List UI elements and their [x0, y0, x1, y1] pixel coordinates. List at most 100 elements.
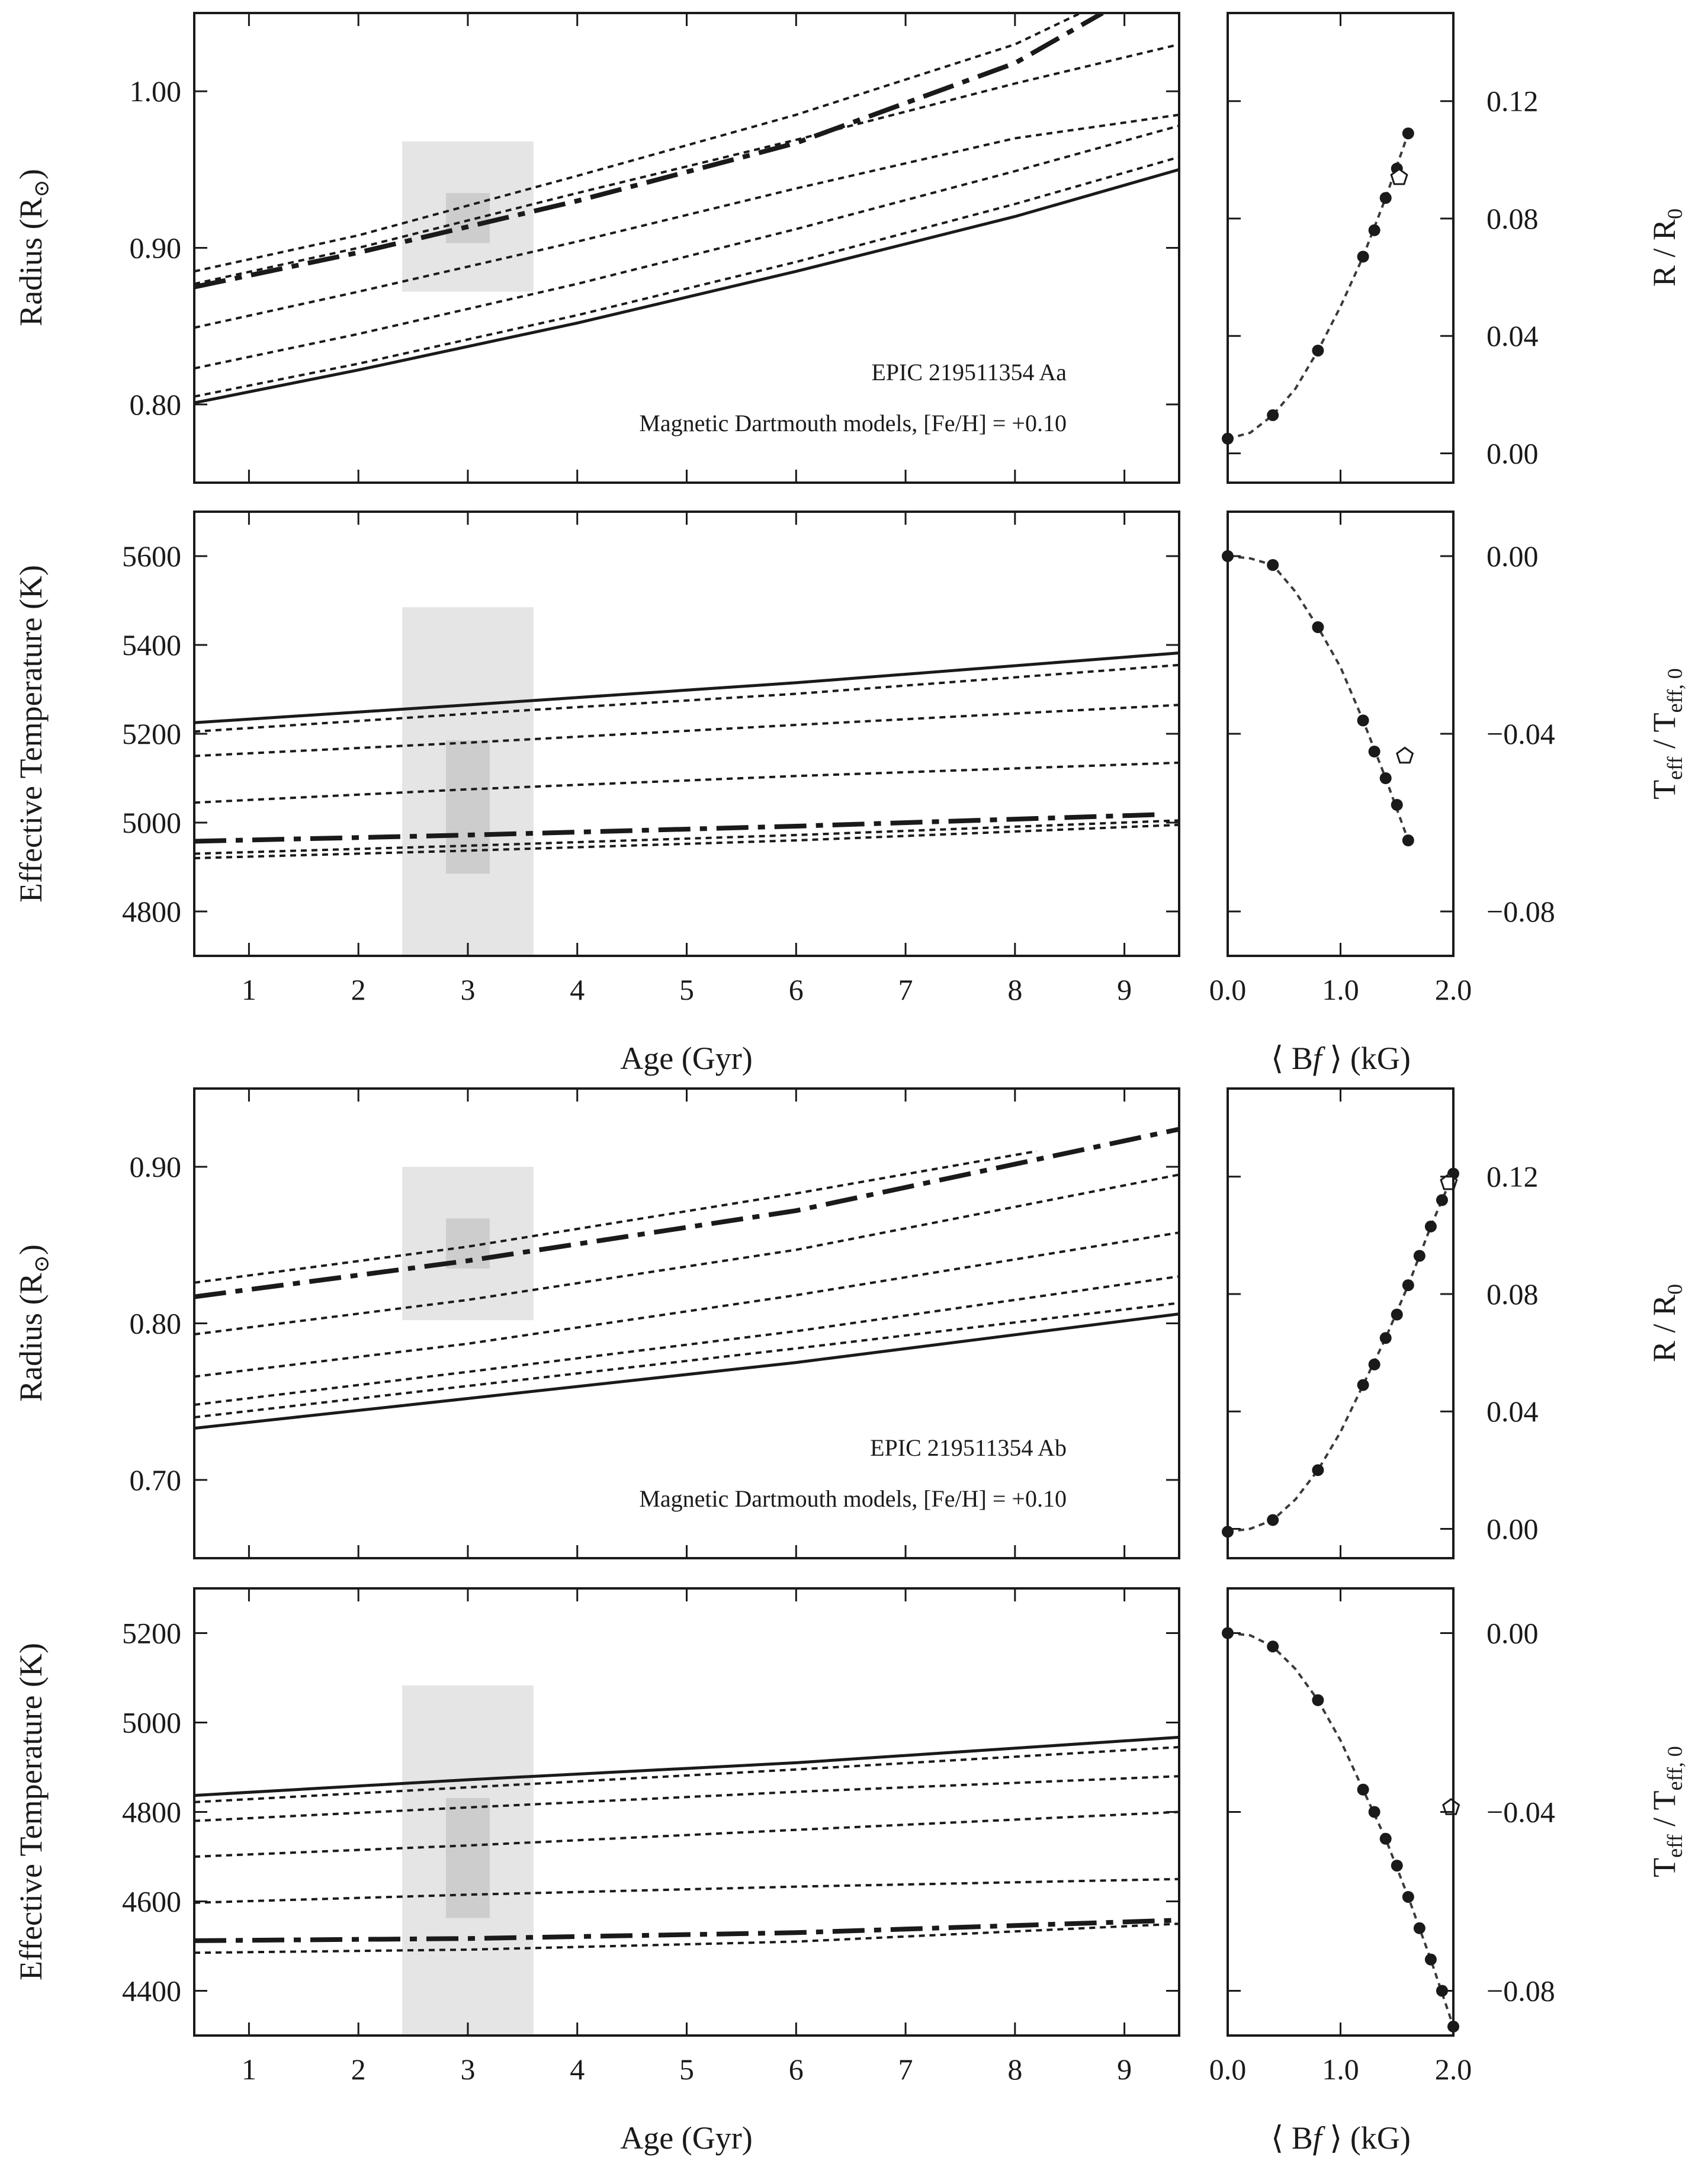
- series-magnetic-2: [194, 1275, 1179, 1406]
- series-magnetic-3: [194, 113, 1179, 329]
- models-annotation: Magnetic Dartmouth models, [Fe/H] = +0.1…: [639, 1485, 1067, 1512]
- y-tick-label: 0.00: [1487, 1617, 1539, 1650]
- panel-frame: [1227, 12, 1455, 484]
- series-non-magnetic: [194, 1735, 1179, 1797]
- uncertainty-box-inner: [445, 192, 490, 243]
- y-tick-label: 5200: [122, 717, 181, 750]
- x-tick-label: 1.0: [1322, 973, 1359, 1006]
- panel-aa-teff-bf: 0.0 1.0 2.0 0.00 −0.04 −0.08 Teff / Teff, 0 ⟨…: [1209, 511, 1687, 1076]
- series-magnetic-1: [194, 1302, 1179, 1419]
- panel-aa-teff: 1 2 3 4 5 6 7 8 9 4800 5000 5200 5400 5600 Effective …: [13, 511, 1180, 1076]
- uncertainty-box-inner: [445, 1798, 490, 1918]
- series-magnetic-1: [194, 663, 1179, 733]
- star-annotation: EPIC 219511354 Aa: [871, 359, 1067, 386]
- y-tick-label: 0.12: [1487, 85, 1539, 118]
- data-point: [1312, 1464, 1324, 1476]
- x-tick-label: 1: [242, 973, 256, 1006]
- series-magnetic-3: [194, 1810, 1179, 1858]
- series-magnetic-3: [194, 761, 1179, 804]
- x-tick-label: 6: [789, 973, 804, 1006]
- series-magnetic-2: [194, 704, 1179, 757]
- y-tick-label: −0.08: [1487, 1975, 1555, 2008]
- observed-marker: [1390, 168, 1408, 185]
- data-point: [1402, 127, 1414, 140]
- x-axis-label: ⟨ Bf ⟩ (kG): [1271, 2120, 1411, 2156]
- y-tick-label: 5000: [122, 1706, 181, 1739]
- uncertainty-box-inner: [445, 740, 490, 874]
- series-magnetic-3: [194, 1231, 1179, 1378]
- x-tick-label: 6: [789, 2053, 804, 2086]
- x-tick-label: 3: [460, 2053, 475, 2086]
- y-tick-label: 0.70: [130, 1463, 182, 1497]
- observed-marker: [1396, 746, 1414, 764]
- y-axis-label: R / R0: [1646, 1284, 1687, 1362]
- data-point: [1402, 834, 1414, 846]
- x-tick-label: 9: [1117, 2053, 1132, 2086]
- data-point: [1402, 1279, 1414, 1292]
- panel-frame: [1227, 1087, 1455, 1559]
- data-point: [1368, 1806, 1380, 1818]
- x-axis-label: Age (Gyr): [620, 2120, 752, 2156]
- x-tick-label: 3: [460, 973, 475, 1006]
- data-point: [1267, 559, 1279, 571]
- x-tick-label: 0.0: [1209, 2053, 1247, 2086]
- panel-frame: [1227, 511, 1455, 957]
- y-tick-label: 5400: [122, 628, 181, 662]
- y-tick-label: 5600: [122, 540, 181, 573]
- series-magnetic-1: [194, 156, 1179, 398]
- y-tick-label: 4400: [122, 1975, 181, 2008]
- observed-marker: [1442, 1798, 1460, 1815]
- data-point: [1267, 1641, 1279, 1653]
- y-axis-label: R / R0: [1646, 208, 1687, 287]
- y-axis-label: Radius (R⊙): [13, 1244, 53, 1402]
- y-axis-label: Radius (R⊙): [13, 169, 53, 326]
- panel-ab-teff-bf: 0.0 1.0 2.0 0.00 −0.04 −0.08 Teff / Teff, 0 ⟨…: [1209, 1587, 1687, 2156]
- x-tick-label: 2: [351, 973, 366, 1006]
- data-point: [1391, 799, 1403, 811]
- y-axis-label: Teff / Teff, 0: [1646, 668, 1687, 800]
- y-tick-label: 0.90: [130, 232, 182, 265]
- data-point: [1368, 746, 1380, 757]
- data-point: [1379, 192, 1392, 204]
- data-point: [1357, 714, 1369, 727]
- y-tick-label: 5200: [122, 1617, 181, 1650]
- series-magnetic-5: [194, 1922, 1179, 1954]
- x-tick-label: 1.0: [1322, 2053, 1359, 2086]
- series-magnetic-4: [194, 1877, 1179, 1904]
- y-tick-label: 0.00: [1487, 1512, 1539, 1545]
- data-point: [1402, 1890, 1414, 1903]
- data-point: [1267, 409, 1279, 422]
- x-axis-label: ⟨ Bf ⟩ (kG): [1271, 1041, 1411, 1076]
- x-axis-label: Age (Gyr): [620, 1041, 752, 1076]
- series-magnetic-2: [194, 1775, 1179, 1822]
- series-magnetic-4: [194, 43, 1179, 285]
- data-point: [1357, 1783, 1369, 1796]
- x-tick-label: 5: [679, 973, 694, 1006]
- x-tick-label: 2.0: [1435, 2053, 1472, 2086]
- data-point: [1391, 1860, 1403, 1872]
- x-tick-label: 2: [351, 2053, 366, 2086]
- x-tick-label: 8: [1007, 2053, 1022, 2086]
- y-tick-label: 4800: [122, 895, 181, 928]
- series-non-magnetic: [194, 651, 1179, 724]
- series-best-fit: [194, 1918, 1179, 1943]
- panel-ab-radius: 0.70 0.80 0.90 Radius (R⊙) EPIC 219511354 …: [13, 1087, 1180, 1559]
- y-tick-label: −0.04: [1487, 1796, 1555, 1829]
- y-tick-label: 1.00: [130, 75, 182, 108]
- panel-ab-teff: 1 2 3 4 5 6 7 8 9 4400 4600 4800 5000 5200 Effective …: [13, 1587, 1180, 2156]
- data-point: [1391, 1308, 1403, 1321]
- data-point: [1357, 1379, 1369, 1391]
- data-point: [1413, 1250, 1426, 1262]
- y-tick-label: 4600: [122, 1885, 181, 1918]
- panel-aa-radius-bf: 0.00 0.04 0.08 0.12 R / R0: [1222, 12, 1687, 484]
- y-tick-label: 4800: [122, 1796, 181, 1829]
- fit-curve: [1228, 1173, 1453, 1533]
- series-magnetic-5: [194, 819, 1179, 855]
- x-tick-label: 0.0: [1209, 973, 1247, 1006]
- panel-frame: [1227, 1587, 1455, 2037]
- series-magnetic-5: [194, 13, 1081, 273]
- fit-curve: [1228, 555, 1410, 841]
- series-magnetic-5: [194, 1150, 1038, 1284]
- y-tick-label: 0.00: [1487, 540, 1539, 573]
- data-point: [1424, 1953, 1437, 1966]
